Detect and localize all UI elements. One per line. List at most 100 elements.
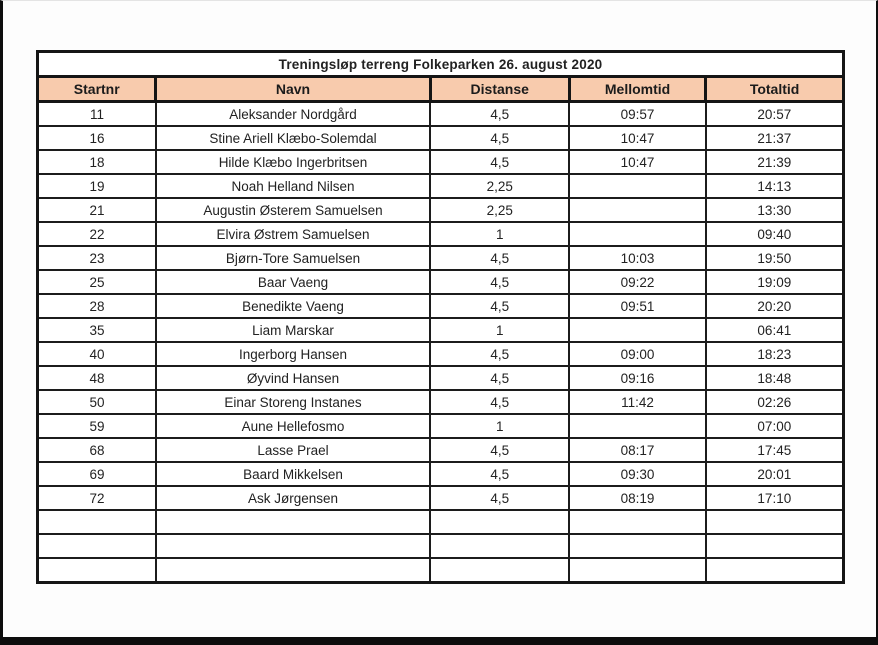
table-row: 68 Lasse Prael 4,5 08:17 17:45 xyxy=(36,437,845,463)
table-row: 69 Baard Mikkelsen 4,5 09:30 20:01 xyxy=(36,461,845,487)
table-row: 21 Augustin Østerem Samuelsen 2,25 13:30 xyxy=(36,197,845,223)
cell-startnr: 23 xyxy=(36,245,157,271)
cell-mellomtid xyxy=(568,197,707,223)
cell-distanse: 4,5 xyxy=(429,437,571,463)
column-header-mellomtid: Mellomtid xyxy=(567,75,708,103)
cell-distanse: 1 xyxy=(429,317,571,343)
cell-distanse xyxy=(429,557,571,584)
column-header-totaltid: Totaltid xyxy=(704,75,845,103)
cell-distanse: 4,5 xyxy=(429,461,571,487)
cell-startnr xyxy=(36,557,157,584)
cell-totaltid: 17:10 xyxy=(704,485,845,511)
cell-totaltid: 06:41 xyxy=(704,317,845,343)
cell-navn: Hilde Klæbo Ingerbritsen xyxy=(154,149,432,175)
cell-navn: Elvira Østrem Samuelsen xyxy=(154,221,432,247)
cell-startnr xyxy=(36,533,157,559)
cell-totaltid: 18:48 xyxy=(704,365,845,391)
cell-mellomtid: 09:00 xyxy=(568,341,707,367)
cell-mellomtid xyxy=(568,173,707,199)
cell-totaltid: 02:26 xyxy=(704,389,845,415)
cell-startnr: 69 xyxy=(36,461,157,487)
cell-startnr: 40 xyxy=(36,341,157,367)
column-header-navn: Navn xyxy=(154,75,432,103)
title-row: Treningsløp terreng Folkeparken 26. augu… xyxy=(36,50,845,78)
table-row xyxy=(36,509,845,535)
cell-startnr xyxy=(36,509,157,535)
table-row: 18 Hilde Klæbo Ingerbritsen 4,5 10:47 21:39 xyxy=(36,149,845,175)
cell-navn: Aleksander Nordgård xyxy=(154,100,432,127)
cell-distanse: 4,5 xyxy=(429,245,571,271)
cell-distanse: 4,5 xyxy=(429,365,571,391)
cell-mellomtid: 10:47 xyxy=(568,149,707,175)
cell-totaltid: 20:01 xyxy=(704,461,845,487)
cell-startnr: 50 xyxy=(36,389,157,415)
cell-mellomtid: 09:16 xyxy=(568,365,707,391)
cell-mellomtid: 08:19 xyxy=(568,485,707,511)
cell-totaltid: 18:23 xyxy=(704,341,845,367)
cell-mellomtid xyxy=(568,317,707,343)
cell-distanse: 4,5 xyxy=(429,149,571,175)
cell-totaltid xyxy=(704,557,845,584)
cell-mellomtid xyxy=(568,509,707,535)
cell-distanse: 2,25 xyxy=(429,197,571,223)
cell-distanse: 1 xyxy=(429,221,571,247)
cell-navn: Ingerborg Hansen xyxy=(154,341,432,367)
cell-distanse: 4,5 xyxy=(429,100,571,127)
cell-totaltid: 17:45 xyxy=(704,437,845,463)
cell-mellomtid xyxy=(568,221,707,247)
cell-totaltid: 19:50 xyxy=(704,245,845,271)
cell-mellomtid xyxy=(568,557,707,584)
cell-totaltid: 09:40 xyxy=(704,221,845,247)
cell-startnr: 18 xyxy=(36,149,157,175)
table-row: 48 Øyvind Hansen 4,5 09:16 18:48 xyxy=(36,365,845,391)
table-row: 59 Aune Hellefosmo 1 07:00 xyxy=(36,413,845,439)
cell-navn: Ask Jørgensen xyxy=(154,485,432,511)
cell-startnr: 72 xyxy=(36,485,157,511)
cell-navn: Baard Mikkelsen xyxy=(154,461,432,487)
table-row: 19 Noah Helland Nilsen 2,25 14:13 xyxy=(36,173,845,199)
cell-startnr: 35 xyxy=(36,317,157,343)
table-row: 40 Ingerborg Hansen 4,5 09:00 18:23 xyxy=(36,341,845,367)
column-header-row: Startnr Navn Distanse Mellomtid Totaltid xyxy=(35,75,845,103)
cell-mellomtid: 11:42 xyxy=(568,389,707,415)
cell-mellomtid: 08:17 xyxy=(568,437,707,463)
cell-startnr: 28 xyxy=(36,293,157,319)
table-row: 16 Stine Ariell Klæbo-Solemdal 4,5 10:47 21:… xyxy=(36,125,845,151)
table-row: 50 Einar Storeng Instanes 4,5 11:42 02:26 xyxy=(36,389,845,415)
cell-navn xyxy=(154,533,432,559)
cell-navn: Baar Vaeng xyxy=(154,269,432,295)
cell-distanse: 4,5 xyxy=(429,269,571,295)
cell-navn: Einar Storeng Instanes xyxy=(154,389,432,415)
cell-navn: Bjørn-Tore Samuelsen xyxy=(154,245,432,271)
table-row: 11 Aleksander Nordgård 4,5 09:57 20:57 xyxy=(36,100,845,127)
cell-distanse xyxy=(429,533,571,559)
cell-navn: Benedikte Vaeng xyxy=(154,293,432,319)
cell-distanse: 4,5 xyxy=(429,293,571,319)
cell-totaltid: 20:57 xyxy=(704,100,845,127)
table-row: 28 Benedikte Vaeng 4,5 09:51 20:20 xyxy=(36,293,845,319)
cell-mellomtid: 09:57 xyxy=(568,100,707,127)
cell-distanse: 4,5 xyxy=(429,389,571,415)
cell-totaltid: 21:37 xyxy=(704,125,845,151)
cell-distanse xyxy=(429,509,571,535)
cell-totaltid xyxy=(704,509,845,535)
column-header-startnr: Startnr xyxy=(35,75,158,103)
cell-mellomtid: 09:30 xyxy=(568,461,707,487)
cell-distanse: 1 xyxy=(429,413,571,439)
results-table: Treningsløp terreng Folkeparken 26. augu… xyxy=(35,50,845,584)
cell-navn: Lasse Prael xyxy=(154,437,432,463)
cell-mellomtid xyxy=(568,413,707,439)
page-title: Treningsløp terreng Folkeparken 26. augu… xyxy=(36,50,845,78)
cell-totaltid: 20:20 xyxy=(704,293,845,319)
cell-distanse: 4,5 xyxy=(429,485,571,511)
cell-totaltid: 07:00 xyxy=(704,413,845,439)
table-row xyxy=(36,533,845,559)
cell-totaltid: 13:30 xyxy=(704,197,845,223)
cell-mellomtid: 09:51 xyxy=(568,293,707,319)
table-row: 72 Ask Jørgensen 4,5 08:19 17:10 xyxy=(36,485,845,511)
cell-startnr: 59 xyxy=(36,413,157,439)
table-row: 35 Liam Marskar 1 06:41 xyxy=(36,317,845,343)
cell-startnr: 25 xyxy=(36,269,157,295)
cell-navn xyxy=(154,557,432,584)
